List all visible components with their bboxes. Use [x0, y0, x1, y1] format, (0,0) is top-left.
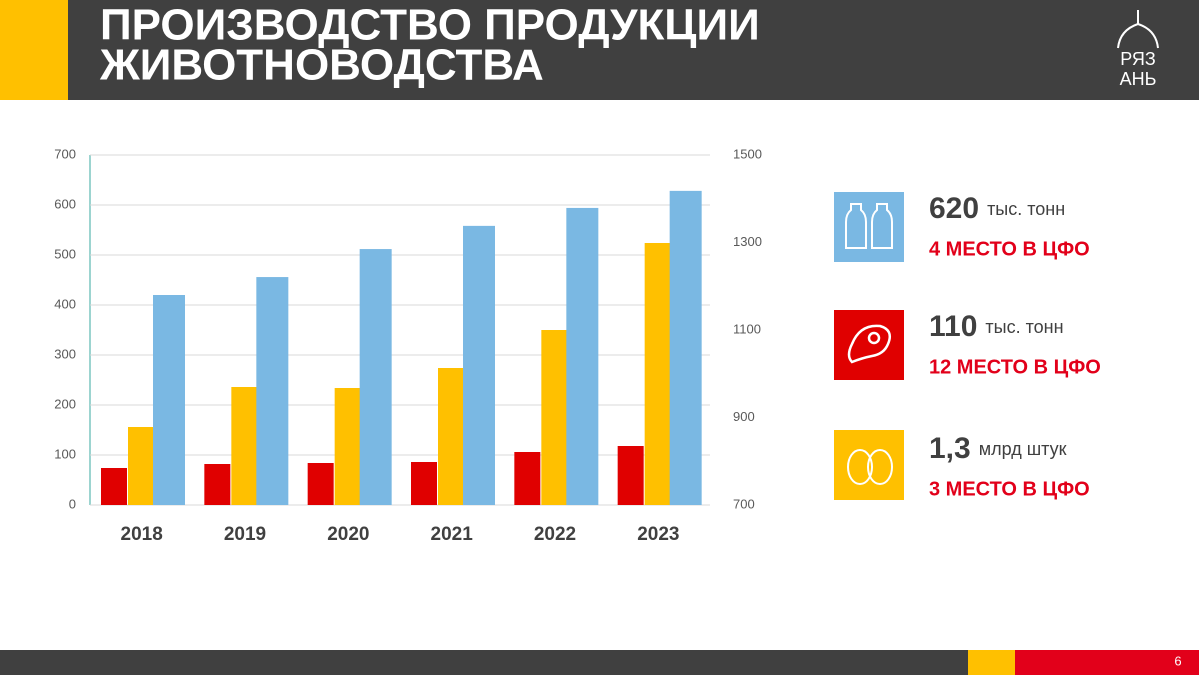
logo-text: АНЬ — [1120, 69, 1157, 89]
x-tick-label: 2020 — [327, 524, 369, 545]
meat-icon — [847, 324, 891, 364]
x-tick-label: 2018 — [121, 524, 163, 545]
x-tick-label: 2021 — [431, 524, 474, 545]
bar — [514, 452, 541, 505]
footer-accent — [1015, 650, 1199, 675]
logo-text: РЯЗ — [1120, 49, 1155, 69]
stat-line: 620 тыс. тонн — [929, 192, 1065, 225]
y2-tick-label: 900 — [733, 409, 755, 424]
y-tick-label: 100 — [54, 446, 76, 461]
title-line: ПРОИЗВОДСТВО ПРОДУКЦИИ — [100, 1, 760, 50]
stat-value: 1,3 — [929, 432, 971, 465]
x-tick-label: 2023 — [637, 524, 679, 545]
stat-rank: 12 МЕСТО В ЦФО — [929, 356, 1101, 378]
stat-rank: 4 МЕСТО В ЦФО — [929, 238, 1090, 260]
bar — [153, 295, 185, 505]
footer-bar — [0, 650, 968, 675]
stat-rank: 3 МЕСТО В ЦФО — [929, 478, 1090, 500]
bar — [463, 225, 495, 505]
logo — [1117, 10, 1159, 49]
bar — [307, 463, 334, 505]
y-tick-label: 400 — [54, 296, 76, 311]
bar — [256, 277, 289, 505]
footer-accent — [968, 650, 1015, 675]
page-number: 6 — [1174, 653, 1181, 668]
stat-value: 110 — [929, 310, 977, 343]
header-accent — [0, 0, 68, 100]
bar — [231, 387, 262, 505]
title-line: ЖИВОТНОВОДСТВА — [99, 41, 544, 90]
y-tick-label: 600 — [54, 196, 76, 211]
milk-icon-box — [834, 192, 904, 262]
y-tick-label: 300 — [54, 346, 76, 361]
bar — [617, 446, 644, 505]
stat-value: 620 — [929, 192, 979, 225]
stat-unit: тыс. тонн — [985, 317, 1063, 337]
y-tick-label: 0 — [69, 496, 76, 511]
y2-tick-label: 1100 — [733, 321, 761, 336]
y-tick-label: 700 — [54, 146, 76, 161]
bar — [204, 464, 231, 505]
bar — [411, 462, 437, 505]
stat-unit: тыс. тонн — [987, 199, 1065, 219]
x-tick-label: 2022 — [534, 524, 576, 545]
stat-line: 110 тыс. тонн — [929, 310, 1064, 343]
eggs-icon — [847, 449, 893, 485]
y2-tick-label: 1500 — [733, 146, 762, 161]
bar — [669, 190, 702, 505]
y-tick-label: 500 — [54, 246, 76, 261]
header-bar — [0, 0, 1199, 100]
bar — [359, 249, 392, 505]
y2-tick-label: 1300 — [733, 234, 762, 249]
bar — [566, 207, 599, 505]
milk-icon — [845, 203, 893, 249]
stat-line: 1,3 млрд штук — [929, 432, 1067, 465]
bar — [101, 468, 127, 505]
y-tick-label: 200 — [54, 396, 76, 411]
x-tick-label: 2019 — [224, 524, 266, 545]
meat-icon-box — [834, 310, 904, 380]
stat-unit: млрд штук — [979, 439, 1067, 459]
y2-tick-label: 700 — [733, 496, 755, 511]
